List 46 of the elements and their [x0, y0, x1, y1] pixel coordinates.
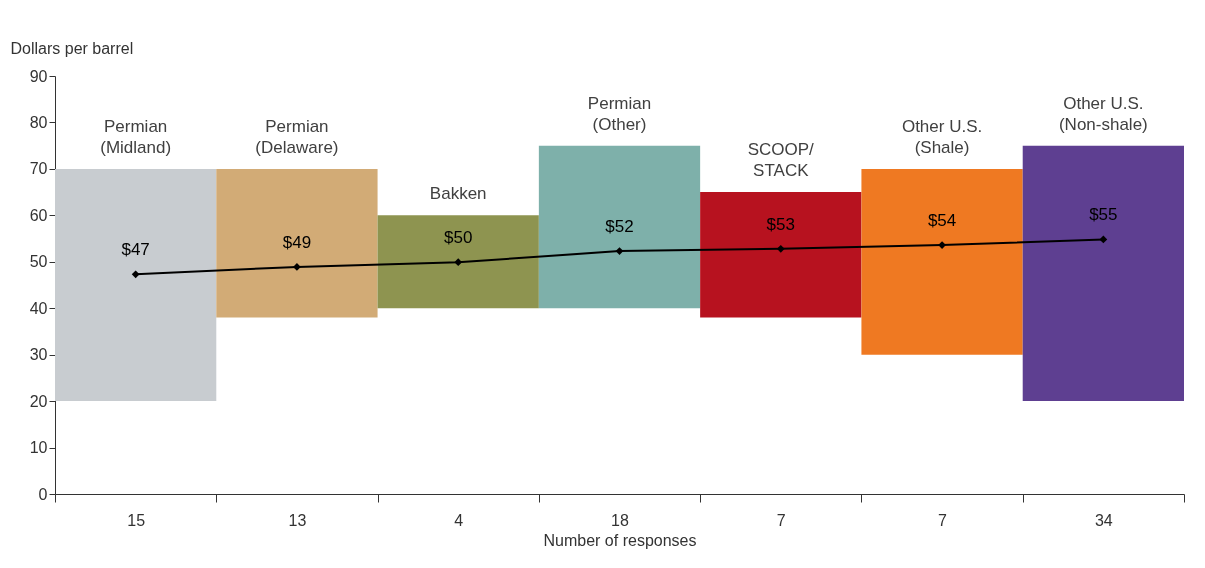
- y-tick-label: 80: [29, 113, 48, 131]
- data-label: $47: [121, 240, 150, 260]
- annotation: SCOOP/ STACK: [747, 140, 815, 181]
- annotation: Bakken: [429, 184, 487, 204]
- y-tick-label: 90: [29, 67, 48, 85]
- annotation: Permian (Other): [587, 93, 652, 134]
- bar: [861, 168, 1023, 355]
- data-label: $55: [1089, 205, 1118, 225]
- y-tick-label: 50: [29, 253, 48, 271]
- annotation: Other U.S. (Non-shale): [1058, 93, 1148, 134]
- y-axis-title: Dollars per barrel: [10, 39, 134, 57]
- y-tick-label: 10: [29, 439, 48, 457]
- bar: [538, 145, 701, 309]
- point: [615, 247, 624, 255]
- y-tick-label: 20: [29, 392, 48, 410]
- data-label: $54: [927, 211, 957, 231]
- y-tick-label: 60: [29, 206, 48, 224]
- data-label: $50: [444, 228, 473, 248]
- x-axis-title: Number of responses: [543, 531, 697, 549]
- data-label: $53: [766, 214, 795, 234]
- point: [131, 270, 140, 279]
- x-tick-label: 7: [776, 511, 786, 529]
- bar: [377, 215, 539, 309]
- x-tick-label: 7: [938, 511, 948, 529]
- x-tick-label: 4: [454, 511, 464, 529]
- bar: [1022, 145, 1184, 402]
- annotation: Permian (Midland): [100, 116, 172, 157]
- point: [454, 258, 463, 267]
- y-tick-label: 30: [29, 346, 48, 364]
- x-tick-label: 15: [127, 511, 146, 529]
- x-tick-label: 18: [611, 511, 629, 529]
- bar: [700, 192, 862, 318]
- point: [293, 263, 301, 271]
- x-tick-label: 13: [288, 511, 307, 529]
- y-tick-label: 0: [38, 485, 48, 503]
- x-tick-label: 34: [1094, 511, 1113, 529]
- point: [776, 244, 785, 253]
- annotation: Permian (Delaware): [255, 116, 339, 157]
- bar: [55, 168, 217, 402]
- data-label: $49: [282, 232, 312, 252]
- data-label: $52: [605, 217, 634, 237]
- bar: [216, 168, 378, 318]
- y-tick-label: 70: [29, 160, 48, 178]
- point: [1099, 235, 1108, 244]
- y-tick-label: 40: [29, 299, 48, 317]
- annotation: Other U.S. (Shale): [901, 116, 983, 157]
